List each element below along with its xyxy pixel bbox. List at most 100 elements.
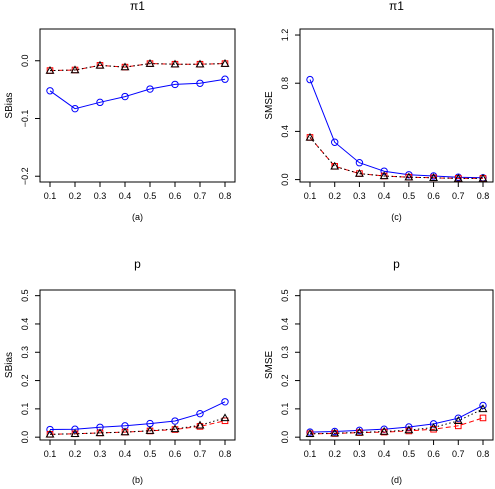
panel-d-x-tick-label: 0.4: [378, 449, 391, 459]
panel-b-series-3-point: [45, 429, 55, 438]
panel-b-x-tick-label: 0.8: [219, 449, 232, 459]
panel-c-series-1-point: [380, 167, 388, 175]
panel-d-y-tick-label: 0.1: [280, 403, 290, 416]
panel-c: π1 SMSE (c) 0.1 0.2 0.3 0.4 0.5 0.6 0.7 0.8 0.0 0…: [264, 0, 494, 222]
panel-d-series-3-point: [305, 429, 315, 437]
panel-a-x-tick-label: 0.5: [144, 191, 157, 201]
panel-b-series-3-point: [220, 413, 230, 422]
panel-d: p SMSE (d) 0.1 0.2 0.3 0.4 0.5 0.6 0.7 0.8 0.0 0.…: [264, 257, 494, 485]
panel-a-series-3-point: [220, 59, 230, 67]
panel-d-caption: (d): [391, 475, 402, 485]
panel-c-ylabel: SMSE: [264, 91, 275, 120]
panel-a-x-tick-label: 0.7: [194, 191, 207, 201]
panel-a-series-1-point: [121, 92, 129, 101]
panel-a-series-1-point: [71, 104, 79, 113]
panel-c-series-3-point: [354, 168, 364, 177]
panel-c-y-tick-label: 0.4: [280, 125, 290, 138]
panel-b-series-3-point: [170, 424, 180, 433]
panel-c-series-1-line: [309, 79, 484, 179]
panel-a-series-1-point: [146, 85, 154, 93]
panel-d-y-tick-label: 0.0: [280, 431, 290, 444]
panel-c-x-tick-label: 0.1: [304, 191, 317, 201]
panel-b-series-1-point: [71, 425, 79, 433]
panel-d-series-3-point: [404, 425, 414, 434]
panel-c-series-1-point: [331, 138, 339, 146]
panel-d-series-1-line: [309, 405, 484, 433]
panel-b-plot-frame: [39, 289, 236, 441]
panel-d-series-3-point: [453, 416, 463, 424]
panel-d-series-3-line: [309, 408, 484, 435]
panel-b-title: p: [134, 257, 141, 271]
panel-d-y-tick-label: 0.5: [280, 289, 290, 302]
panel-c-series-2-line: [309, 137, 483, 179]
panel-c-series-3-point: [429, 173, 439, 181]
panel-d-ylabel: SMSE: [264, 351, 275, 380]
panel-d-series-3-point: [354, 427, 364, 436]
panel-a-y-tick-label: −0.2: [20, 167, 30, 185]
panel-b-x-tick-label: 0.4: [119, 449, 132, 459]
panel-c-series-3-point: [330, 161, 340, 170]
panel-d-x-tick-label: 0.3: [353, 449, 366, 459]
panel-d-y-tick-label: 0.3: [280, 346, 290, 359]
panel-a-series-3-point: [120, 62, 130, 71]
panel-d-x-tick-label: 0.5: [403, 449, 416, 459]
panel-c-x-tick-label: 0.3: [353, 191, 366, 201]
panel-d-series-3-point: [478, 404, 488, 413]
panel-a-series-3-point: [145, 59, 155, 67]
panel-d-series-2-point: [479, 414, 487, 422]
panel-d-series-1-point: [405, 423, 413, 431]
panel-b-series-1-point: [221, 398, 229, 406]
panel-d-series-3-point: [379, 426, 389, 435]
panel-a-title: π1: [130, 0, 145, 13]
panel-c-y-tick-label: 1.2: [280, 29, 290, 42]
panel-c-series-3-point: [453, 173, 463, 182]
panel-c-x-tick-label: 0.2: [328, 191, 341, 201]
panel-c-series-1-point: [355, 159, 364, 167]
panel-b-series-1-point: [171, 417, 179, 425]
panel-a: π1 SBias (a) 0.1 0.2 0.3 0.4 0.5 0.6 0.7 0.8 −0.…: [4, 0, 236, 222]
panel-b-y-tick-label: 0.5: [20, 289, 30, 302]
panel-b-caption: (b): [132, 475, 143, 485]
panel-b-series-3-point: [95, 428, 105, 437]
panel-d-plot-frame: [299, 289, 494, 441]
panel-b-ylabel: SBias: [4, 352, 15, 378]
panel-a-x-tick-label: 0.3: [94, 191, 107, 201]
panel-b-y-tick-label: 0.4: [20, 318, 30, 331]
panel-a-series-3-point: [70, 65, 80, 74]
panel-a-series-3-line: [49, 63, 226, 72]
panel-a-x-tick-label: 0.8: [219, 191, 232, 201]
panel-b-series-1-line: [49, 401, 226, 430]
panel-a-series-3-point: [95, 60, 105, 69]
panel-c-caption: (c): [391, 212, 402, 222]
panel-d-y-tick-label: 0.4: [280, 318, 290, 331]
panel-b-x-tick-label: 0.1: [44, 449, 57, 459]
panel-a-series-1-point: [171, 80, 179, 89]
panel-b-series-3-line: [49, 417, 226, 435]
panel-a-series-1-point: [196, 79, 204, 87]
panel-a-series-1-line: [49, 78, 226, 110]
panel-b-series-3-point: [120, 427, 130, 436]
panel-b-y-tick-label: 0.1: [20, 403, 30, 416]
panel-c-series-3-point: [478, 173, 488, 182]
panel-c-x-tick-label: 0.6: [427, 191, 440, 201]
panel-d-series-3-point: [330, 428, 340, 437]
panel-b-y-tick-label: 0.2: [20, 374, 30, 387]
panel-b-x-tick-label: 0.5: [144, 449, 157, 459]
panel-a-plot-frame: [39, 28, 236, 183]
panel-d-x-tick-label: 0.2: [328, 449, 341, 459]
panel-d-series-1-point: [454, 414, 462, 422]
panel-c-x-tick-label: 0.5: [403, 191, 416, 201]
panel-b-x-tick-label: 0.7: [194, 449, 207, 459]
panel-b-series-3-point: [145, 426, 155, 434]
panel-d-series-3-point: [429, 422, 439, 431]
panel-c-series-1-point: [306, 75, 314, 84]
panel-d-series-1-point: [479, 401, 487, 410]
panel-d-x-tick-label: 0.6: [427, 449, 440, 459]
panel-c-series-3-point: [305, 132, 315, 141]
panel-a-series-3-point: [195, 59, 205, 68]
panel-b-x-tick-label: 0.3: [94, 449, 107, 459]
panel-d-x-tick-label: 0.7: [452, 449, 465, 459]
panel-a-series-1-point: [221, 75, 229, 83]
panel-c-title: π1: [389, 0, 404, 13]
